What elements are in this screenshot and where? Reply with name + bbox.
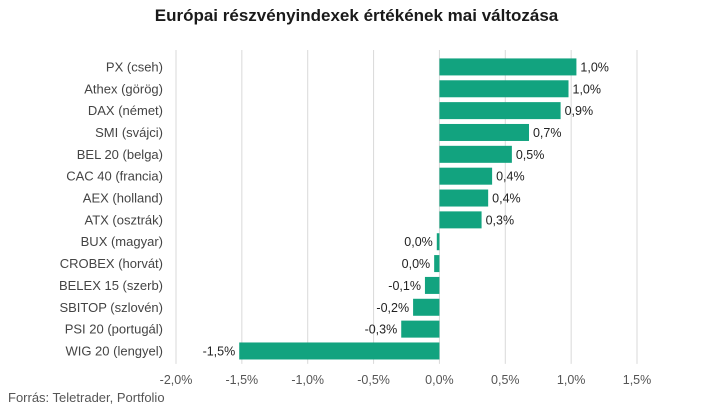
bar-9	[434, 255, 440, 273]
x-tick-label-6: 1,0%	[557, 373, 586, 387]
category-label-11: SBITOP (szlovén)	[59, 300, 163, 315]
category-label-10: BELEX 15 (szerb)	[59, 278, 163, 293]
value-label-0: 1,0%	[580, 60, 609, 74]
value-label-4: 0,5%	[516, 148, 545, 162]
bar-12	[401, 320, 440, 338]
bar-3	[439, 123, 529, 141]
value-label-8: 0,0%	[404, 235, 433, 249]
category-label-3: SMI (svájci)	[95, 125, 163, 140]
x-tick-label-5: 0,5%	[491, 373, 520, 387]
value-label-12: -0,3%	[365, 323, 398, 337]
category-label-1: Athex (görög)	[84, 81, 163, 96]
x-tick-label-0: -2,0%	[160, 373, 193, 387]
category-label-8: BUX (magyar)	[81, 234, 163, 249]
category-label-9: CROBEX (horvát)	[60, 256, 163, 271]
category-label-5: CAC 40 (francia)	[66, 169, 163, 184]
value-label-3: 0,7%	[533, 126, 562, 140]
bar-2	[439, 102, 561, 120]
bar-5	[439, 167, 493, 185]
bar-13	[239, 342, 440, 360]
bar-6	[439, 189, 489, 207]
category-label-12: PSI 20 (portugál)	[65, 322, 163, 337]
x-tick-label-3: -0,5%	[357, 373, 390, 387]
value-label-9: 0,0%	[402, 257, 431, 271]
category-label-13: WIG 20 (lengyel)	[65, 343, 163, 358]
x-tick-label-7: 1,5%	[623, 373, 652, 387]
category-label-2: DAX (német)	[88, 103, 163, 118]
bar-11	[413, 298, 440, 316]
value-label-7: 0,3%	[486, 213, 515, 227]
category-label-0: PX (cseh)	[106, 59, 163, 74]
category-label-7: ATX (osztrák)	[85, 212, 164, 227]
value-label-11: -0,2%	[376, 301, 409, 315]
chart-title: Európai részvényindexek értékének mai vá…	[154, 6, 559, 25]
value-label-6: 0,4%	[492, 192, 520, 206]
source-note: Forrás: Teletrader, Portfolio	[8, 390, 165, 405]
value-label-5: 0,4%	[496, 170, 524, 184]
value-label-13: -1,5%	[203, 344, 236, 358]
category-label-4: BEL 20 (belga)	[77, 147, 163, 162]
x-tick-label-1: -1,5%	[226, 373, 259, 387]
bar-10	[424, 276, 440, 294]
value-label-10: -0,1%	[388, 279, 421, 293]
value-label-1: 1,0%	[573, 82, 602, 96]
category-label-6: AEX (holland)	[83, 191, 163, 206]
bar-4	[439, 145, 512, 163]
bar-7	[439, 211, 482, 229]
x-tick-label-2: -1,0%	[291, 373, 324, 387]
value-label-2: 0,9%	[565, 104, 594, 118]
bar-8	[436, 233, 440, 251]
x-tick-label-4: 0,0%	[425, 373, 454, 387]
bar-1	[439, 80, 569, 98]
bar-0	[439, 58, 577, 76]
